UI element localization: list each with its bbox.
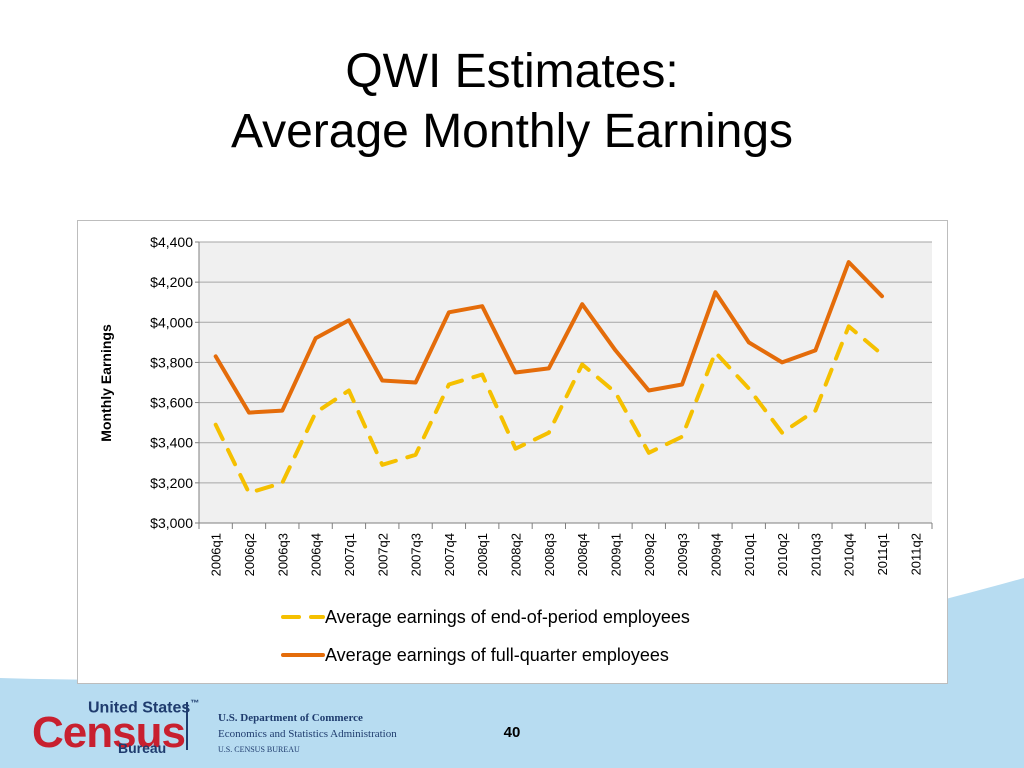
logo-census: Census	[32, 708, 186, 757]
legend-label: Average earnings of full-quarter employe…	[325, 645, 669, 665]
x-tick-label: 2006q2	[242, 533, 257, 576]
series-full-quarter-line	[213, 260, 884, 415]
y-tick-labels: $3,000 $3,200 $3,400 $3,600 $3,800 $4,000 $4,2…	[150, 234, 193, 531]
dept-line-2: Economics and Statistics Administration	[218, 728, 397, 740]
x-tick-label: 2009q4	[708, 533, 723, 576]
y-tick-label: $4,000	[150, 314, 193, 330]
logo-trademark: ™	[190, 698, 200, 708]
x-tick-label: 2008q3	[542, 533, 557, 576]
x-tick-label: 2007q4	[442, 533, 457, 576]
y-tick-label: $4,200	[150, 274, 193, 290]
slide-title: QWI Estimates: Average Monthly Earnings	[0, 42, 1024, 162]
x-tick-label: 2007q1	[342, 533, 357, 576]
page-number: 40	[503, 724, 521, 741]
y-tick-label: $3,000	[150, 515, 193, 531]
y-tick-label: $3,600	[150, 395, 193, 411]
x-tick-label: 2011q1	[875, 533, 890, 575]
x-tick-label: 2010q3	[808, 533, 823, 576]
title-line-2: Average Monthly Earnings	[230, 105, 794, 158]
legend-label: Average earnings of end-of-period employ…	[325, 607, 690, 627]
dept-line-1: U.S. Department of Commerce	[218, 712, 363, 724]
x-tick-label: 2010q4	[842, 533, 857, 576]
y-tick-label: $3,200	[150, 475, 193, 491]
y-tick-label: $3,400	[150, 435, 193, 451]
series-lines	[213, 260, 884, 495]
y-axis-label: Monthly Earnings	[98, 324, 114, 442]
grid-lines	[199, 241, 932, 484]
y-tick-label: $3,800	[150, 354, 193, 370]
x-tick-label: 2009q3	[675, 533, 690, 576]
x-tick-label: 2006q1	[209, 533, 224, 576]
chart-frame: $3,000 $3,200 $3,400 $3,600 $3,800 $4,000 $4,2…	[77, 220, 948, 684]
plot-area	[199, 242, 932, 523]
x-tick-label: 2006q4	[309, 533, 324, 576]
x-tick-label: 2008q2	[509, 533, 524, 576]
x-tick-label: 2009q1	[608, 533, 623, 576]
department-block: U.S. Department of Commerce Economics an…	[218, 710, 397, 758]
axes	[195, 241, 933, 529]
x-tick-label: 2008q4	[575, 533, 590, 576]
x-tick-label: 2006q3	[275, 533, 290, 576]
title-line-1: QWI Estimates:	[345, 45, 679, 98]
x-tick-label: 2007q2	[375, 533, 390, 576]
x-tick-label: 2009q2	[642, 533, 657, 576]
x-tick-label: 2008q1	[475, 533, 490, 576]
x-tick-label: 2011q2	[908, 533, 923, 575]
x-tick-labels: 2006q1 2006q2 2006q3 2006q4 2007q1 2007q2 2007…	[209, 533, 924, 576]
logo-bureau: Bureau	[118, 740, 167, 756]
x-tick-label: 2007q3	[409, 533, 424, 576]
x-tick-label: 2010q1	[742, 533, 757, 576]
legend: Average earnings of end-of-period employ…	[281, 607, 690, 665]
y-tick-label: $4,400	[150, 234, 193, 250]
x-tick-label: 2010q2	[775, 533, 790, 576]
footer-divider	[186, 702, 188, 750]
line-chart: $3,000 $3,200 $3,400 $3,600 $3,800 $4,000 $4,2…	[98, 234, 933, 665]
logo-united-states: United States™	[88, 698, 200, 717]
series-end-of-period-line	[213, 324, 884, 495]
dept-line-3: U.S. CENSUS BUREAU	[218, 745, 300, 754]
